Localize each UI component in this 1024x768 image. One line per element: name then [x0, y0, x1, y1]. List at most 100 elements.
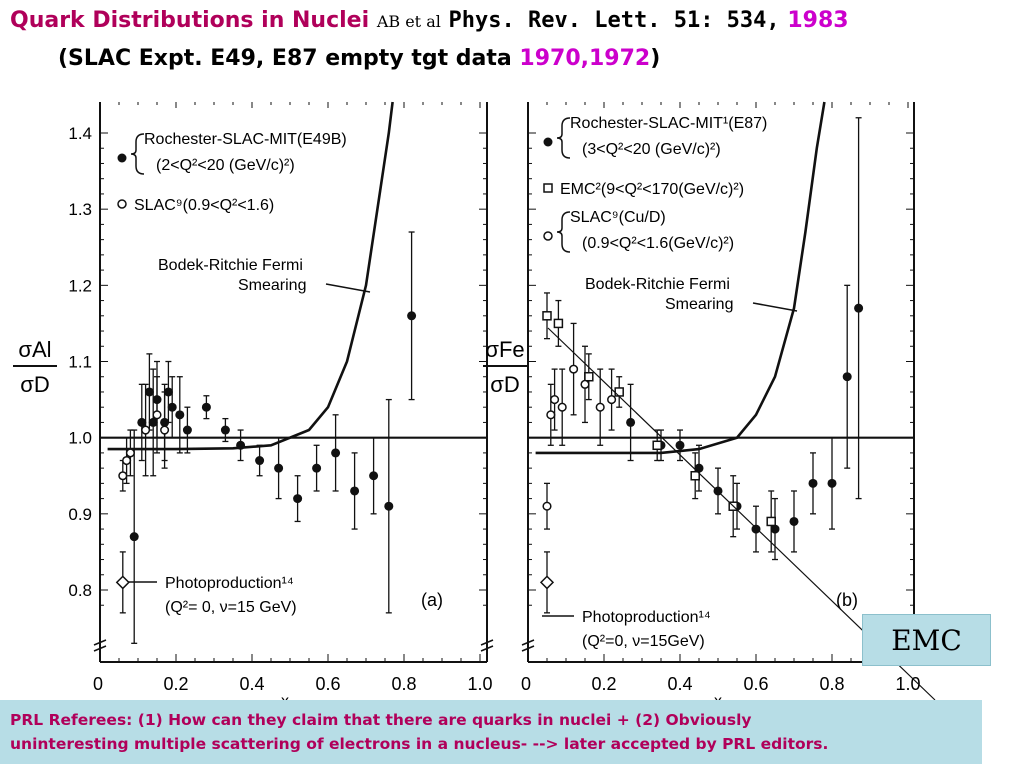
y-tick-label: 1.3	[68, 200, 92, 219]
y-tick-label: 1.1	[68, 353, 92, 372]
data-point-open-circle	[160, 425, 170, 435]
data-point-filled-circle	[137, 417, 147, 427]
legend-brace	[556, 211, 571, 253]
data-point-open-diamond	[539, 575, 555, 590]
legend-marker-open-square	[543, 183, 553, 193]
panel-label: (b)	[836, 590, 858, 610]
legend-marker-open-circle	[543, 231, 553, 241]
data-point-open-square	[652, 440, 662, 451]
data-point-filled-circle	[167, 402, 177, 412]
data-point-filled-circle	[148, 417, 158, 427]
x-tick-label: 1.0	[467, 674, 492, 694]
data-point-open-circle	[125, 448, 135, 458]
data-point-filled-circle	[626, 417, 636, 427]
emc-label-box: EMC	[862, 614, 991, 666]
data-point-filled-circle	[274, 463, 284, 473]
data-point-filled-circle	[675, 440, 685, 450]
photoproduction-label: Photoproduction¹⁴	[165, 575, 294, 592]
slide-title: Quark Distributions in Nuclei AB et al P…	[10, 8, 849, 33]
data-point-filled-circle	[369, 471, 379, 481]
curve-label-line2: Smearing	[238, 277, 306, 294]
data-point-filled-circle	[144, 387, 154, 397]
data-point-filled-circle	[220, 425, 230, 435]
y-tick-label: 1.2	[68, 276, 92, 295]
x-tick-label: 0.4	[667, 674, 692, 694]
legend-marker-filled-circle	[543, 137, 553, 147]
y-axis-label-denominator: σD	[20, 372, 49, 397]
x-tick-label: 0.6	[315, 674, 340, 694]
legend-entry-subtext: (3<Q²<20 (GeV/c)²)	[582, 141, 721, 158]
data-point-open-circle	[595, 402, 605, 412]
legend-entry-subtext: (2<Q²<20 (GeV/c)²)	[156, 157, 295, 174]
data-point-filled-circle	[182, 425, 192, 435]
x-tick-label: 0.2	[163, 674, 188, 694]
data-point-open-circle	[607, 395, 617, 405]
x-tick-label: 0	[521, 674, 531, 694]
data-point-filled-circle	[350, 486, 360, 496]
subtitle-prefix: (SLAC Expt. E49, E87 empty tgt data	[58, 46, 512, 71]
title-journal: Phys. Rev. Lett. 51: 534,	[448, 8, 780, 33]
data-point-filled-circle	[789, 516, 799, 526]
data-point-open-square	[766, 516, 776, 527]
x-tick-label: 0.6	[743, 674, 768, 694]
subtitle-years: 1970,1972	[519, 46, 651, 71]
legend-brace	[130, 133, 145, 175]
legend-marker-open-circle	[117, 199, 127, 209]
data-point-filled-circle	[312, 463, 322, 473]
legend-entry-subtext: (0.9<Q²<1.6(GeV/c)²)	[582, 235, 734, 252]
y-tick-label: 0.9	[68, 505, 92, 524]
axis-break-0-0a	[93, 639, 107, 646]
legend-entry-text: Rochester-SLAC-MIT¹(E87)	[570, 115, 767, 132]
curve-label-line1: Bodek-Ritchie Fermi	[158, 257, 303, 274]
data-point-filled-circle	[770, 524, 780, 534]
x-tick-label: 0	[93, 674, 103, 694]
curve-label-line2: Smearing	[665, 296, 733, 313]
data-point-filled-circle	[175, 410, 185, 420]
x-tick-label: 0.4	[239, 674, 264, 694]
data-point-filled-circle	[407, 311, 417, 321]
title-authors: AB et al	[376, 12, 441, 31]
data-point-open-circle	[580, 379, 590, 389]
y-axis-label-numerator: σFe	[485, 337, 524, 362]
curve-label-line1: Bodek-Ritchie Fermi	[585, 276, 730, 293]
y-tick-label: 0.8	[68, 581, 92, 600]
data-point-open-diamond	[115, 575, 130, 590]
data-point-open-square	[690, 471, 700, 481]
footer-line-2: uninteresting multiple scattering of ele…	[10, 735, 829, 753]
fermi-smearing-curve	[535, 101, 826, 455]
data-point-filled-circle	[384, 501, 394, 511]
data-point-filled-circle	[842, 372, 852, 382]
legend-entry-text: SLAC⁹(0.9<Q²<1.6)	[134, 197, 274, 214]
data-point-open-circle	[152, 410, 162, 420]
title-topic: Quark Distributions in Nuclei	[10, 8, 370, 33]
footer-note: PRL Referees: (1) How can they claim tha…	[0, 700, 982, 764]
legend-marker-filled-circle	[117, 153, 127, 163]
data-point-filled-circle	[236, 440, 246, 450]
curve-label-arrow	[325, 283, 371, 293]
data-point-open-square	[584, 371, 594, 382]
fermi-smearing-curve	[107, 101, 394, 451]
title-year: 1983	[787, 8, 849, 33]
y-axis-label-numerator: σAl	[18, 337, 51, 362]
data-point-open-square	[553, 318, 564, 329]
data-point-filled-circle	[293, 494, 303, 504]
data-point-filled-circle	[751, 524, 761, 534]
data-point-filled-circle	[808, 478, 818, 488]
data-point-open-circle	[122, 455, 132, 466]
data-point-open-circle	[550, 395, 560, 405]
y-tick-label: 1.0	[68, 429, 92, 448]
data-point-open-circle	[542, 501, 552, 511]
x-tick-label: 0.8	[391, 674, 416, 694]
footer-line-1: PRL Referees: (1) How can they claim tha…	[10, 711, 752, 729]
data-point-open-circle	[557, 402, 567, 412]
axis-break-0-1a	[480, 639, 494, 646]
data-point-open-circle	[569, 364, 579, 374]
x-tick-label: 1.0	[895, 674, 920, 694]
data-point-open-square	[614, 387, 624, 397]
legend-entry-text: Rochester-SLAC-MIT(E49B)	[144, 131, 347, 148]
data-point-filled-circle	[854, 303, 864, 313]
legend-entry-text: SLAC⁹(Cu/D)	[570, 209, 666, 226]
axis-break-0-0b	[93, 645, 107, 652]
data-point-filled-circle	[129, 532, 139, 542]
